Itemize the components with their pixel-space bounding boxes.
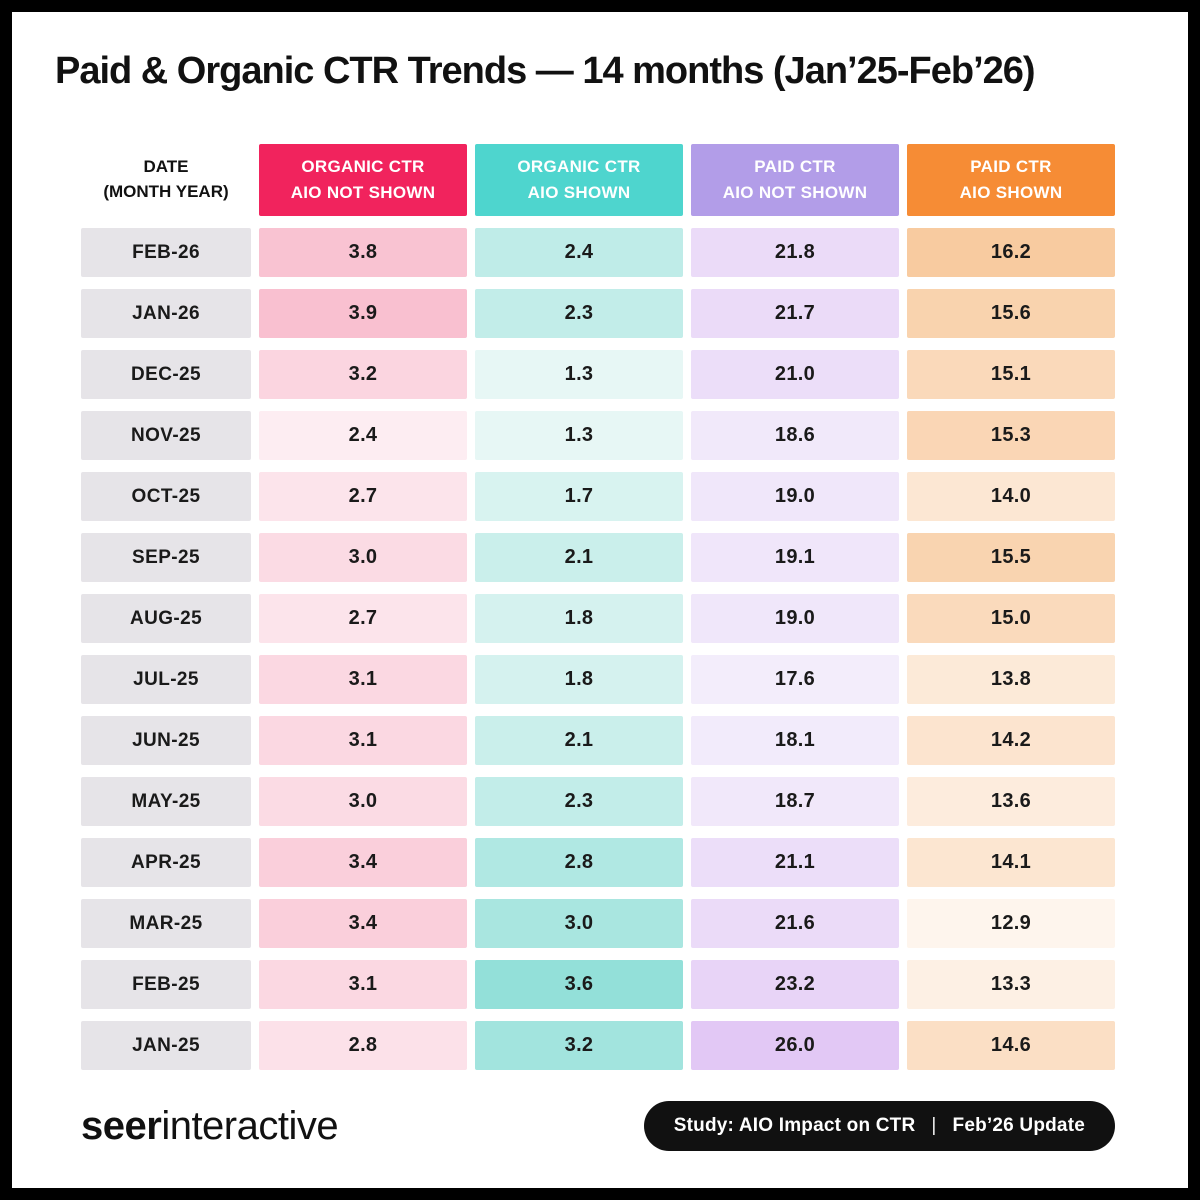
header-cell-organic-ctr-aio-not-shown: ORGANIC CTR AIO NOT SHOWN — [259, 144, 467, 216]
seer-interactive-logo: seerinteractive — [81, 1103, 339, 1149]
value-cell: 15.0 — [907, 594, 1115, 643]
value-cell: 21.7 — [691, 289, 899, 338]
header-cell-date: DATE (MONTH YEAR) — [81, 144, 251, 216]
date-cell: JUL-25 — [81, 655, 251, 704]
value-cell: 3.1 — [259, 655, 467, 704]
date-cell: JUN-25 — [81, 716, 251, 765]
date-cell: JAN-26 — [81, 289, 251, 338]
page-title: Paid & Organic CTR Trends — 14 months (J… — [55, 50, 1036, 92]
header-line1: ORGANIC CTR — [517, 156, 641, 176]
value-cell: 13.6 — [907, 777, 1115, 826]
value-cell: 3.4 — [259, 838, 467, 887]
value-cell: 1.3 — [475, 350, 683, 399]
value-cell: 2.1 — [475, 716, 683, 765]
header-line1: PAID CTR — [754, 156, 836, 176]
value-cell: 2.8 — [259, 1021, 467, 1070]
date-cell: NOV-25 — [81, 411, 251, 460]
value-cell: 1.3 — [475, 411, 683, 460]
value-cell: 12.9 — [907, 899, 1115, 948]
value-cell: 18.7 — [691, 777, 899, 826]
value-cell: 2.1 — [475, 533, 683, 582]
badge-separator: | — [931, 1115, 937, 1136]
value-cell: 19.1 — [691, 533, 899, 582]
value-cell: 3.8 — [259, 228, 467, 277]
value-cell: 1.7 — [475, 472, 683, 521]
value-cell: 3.0 — [259, 777, 467, 826]
value-cell: 21.0 — [691, 350, 899, 399]
header-line2: AIO NOT SHOWN — [290, 183, 436, 202]
value-cell: 14.6 — [907, 1021, 1115, 1070]
value-cell: 26.0 — [691, 1021, 899, 1070]
date-cell: FEB-26 — [81, 228, 251, 277]
value-cell: 3.2 — [259, 350, 467, 399]
value-cell: 3.2 — [475, 1021, 683, 1070]
badge-update-label: Feb’26 Update — [952, 1115, 1085, 1136]
value-cell: 23.2 — [691, 960, 899, 1009]
value-cell: 14.2 — [907, 716, 1115, 765]
value-cell: 3.0 — [475, 899, 683, 948]
header-date-line1: DATE — [143, 157, 189, 177]
value-cell: 15.1 — [907, 350, 1115, 399]
header-date-line2: (MONTH YEAR) — [103, 182, 229, 201]
study-badge: Study: AIO Impact on CTR | Feb’26 Update — [643, 1101, 1115, 1151]
value-cell: 21.8 — [691, 228, 899, 277]
value-cell: 13.8 — [907, 655, 1115, 704]
value-cell: 15.5 — [907, 533, 1115, 582]
header-cell-paid-ctr-aio-shown: PAID CTR AIO SHOWN — [907, 144, 1115, 216]
header-line2: AIO SHOWN — [959, 183, 1063, 202]
value-cell: 13.3 — [907, 960, 1115, 1009]
date-cell: FEB-25 — [81, 960, 251, 1009]
value-cell: 3.6 — [475, 960, 683, 1009]
value-cell: 15.6 — [907, 289, 1115, 338]
value-cell: 21.1 — [691, 838, 899, 887]
ctr-data-table: DATE (MONTH YEAR) ORGANIC CTR AIO NOT SHO… — [81, 144, 1115, 1070]
value-cell: 3.9 — [259, 289, 467, 338]
infographic-canvas: Paid & Organic CTR Trends — 14 months (J… — [12, 12, 1188, 1188]
value-cell: 2.4 — [475, 228, 683, 277]
header-line1: PAID CTR — [970, 156, 1052, 176]
header-line1: ORGANIC CTR — [301, 156, 425, 176]
logo-text-bold: seer — [81, 1103, 162, 1148]
value-cell: 2.3 — [475, 777, 683, 826]
value-cell: 19.0 — [691, 472, 899, 521]
date-cell: OCT-25 — [81, 472, 251, 521]
value-cell: 2.3 — [475, 289, 683, 338]
value-cell: 3.1 — [259, 960, 467, 1009]
value-cell: 15.3 — [907, 411, 1115, 460]
value-cell: 2.7 — [259, 594, 467, 643]
value-cell: 3.1 — [259, 716, 467, 765]
date-cell: APR-25 — [81, 838, 251, 887]
date-cell: DEC-25 — [81, 350, 251, 399]
value-cell: 14.1 — [907, 838, 1115, 887]
value-cell: 17.6 — [691, 655, 899, 704]
badge-study-label: Study: AIO Impact on CTR — [673, 1115, 916, 1136]
value-cell: 21.6 — [691, 899, 899, 948]
value-cell: 16.2 — [907, 228, 1115, 277]
date-cell: MAY-25 — [81, 777, 251, 826]
value-cell: 3.4 — [259, 899, 467, 948]
value-cell: 18.6 — [691, 411, 899, 460]
value-cell: 1.8 — [475, 594, 683, 643]
header-cell-paid-ctr-aio-not-shown: PAID CTR AIO NOT SHOWN — [691, 144, 899, 216]
value-cell: 14.0 — [907, 472, 1115, 521]
value-cell: 3.0 — [259, 533, 467, 582]
value-cell: 2.8 — [475, 838, 683, 887]
date-cell: JAN-25 — [81, 1021, 251, 1070]
date-cell: AUG-25 — [81, 594, 251, 643]
date-cell: SEP-25 — [81, 533, 251, 582]
header-cell-organic-ctr-aio-shown: ORGANIC CTR AIO SHOWN — [475, 144, 683, 216]
header-line2: AIO NOT SHOWN — [722, 183, 868, 202]
header-line2: AIO SHOWN — [527, 183, 631, 202]
value-cell: 1.8 — [475, 655, 683, 704]
logo-text-light: interactive — [161, 1103, 339, 1148]
date-cell: MAR-25 — [81, 899, 251, 948]
value-cell: 2.4 — [259, 411, 467, 460]
value-cell: 19.0 — [691, 594, 899, 643]
value-cell: 2.7 — [259, 472, 467, 521]
footer: seerinteractive Study: AIO Impact on CTR… — [81, 1100, 1115, 1152]
value-cell: 18.1 — [691, 716, 899, 765]
